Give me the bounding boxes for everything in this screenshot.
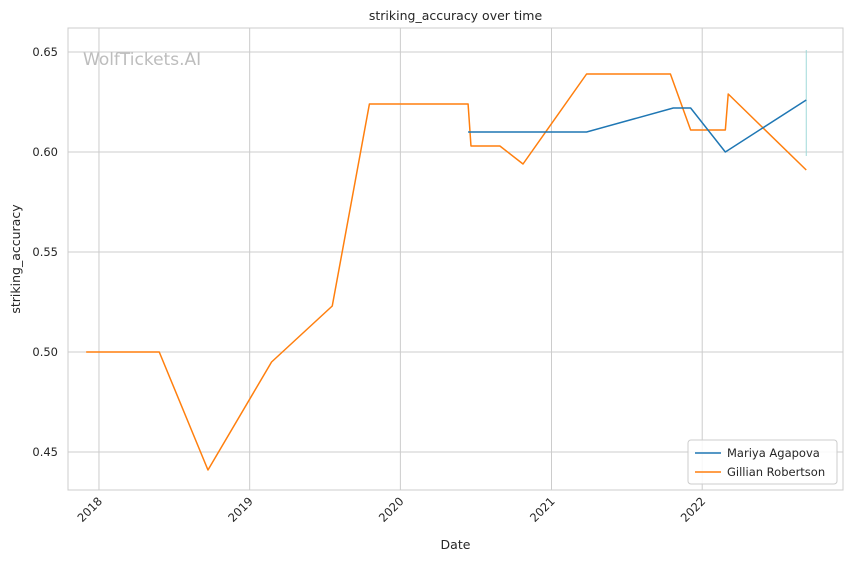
y-tick-label: 0.55 <box>32 245 58 259</box>
series-layer <box>86 50 807 471</box>
y-axis-label: striking_accuracy <box>8 204 23 314</box>
legend: Mariya Agapova Gillian Robertson <box>687 439 838 485</box>
y-tick-label: 0.60 <box>32 145 58 159</box>
plot-area-frame <box>67 27 844 491</box>
y-tick-label: 0.50 <box>32 345 58 359</box>
chart-title: striking_accuracy over time <box>369 8 543 23</box>
grid-layer <box>68 28 843 490</box>
y-tick-label: 0.65 <box>32 45 58 59</box>
legend-label-mariya-agapova: Mariya Agapova <box>727 446 820 460</box>
x-axis-label: Date <box>441 537 471 552</box>
y-tick-label: 0.45 <box>32 445 58 459</box>
legend-box <box>687 439 838 485</box>
watermark: WolfTickets.AI <box>83 50 201 70</box>
legend-label-gillian-robertson: Gillian Robertson <box>727 465 825 479</box>
series-line-mariya-agapova <box>468 99 807 153</box>
y-tick-labels: 0.45 0.50 0.55 0.60 0.65 <box>32 45 58 459</box>
